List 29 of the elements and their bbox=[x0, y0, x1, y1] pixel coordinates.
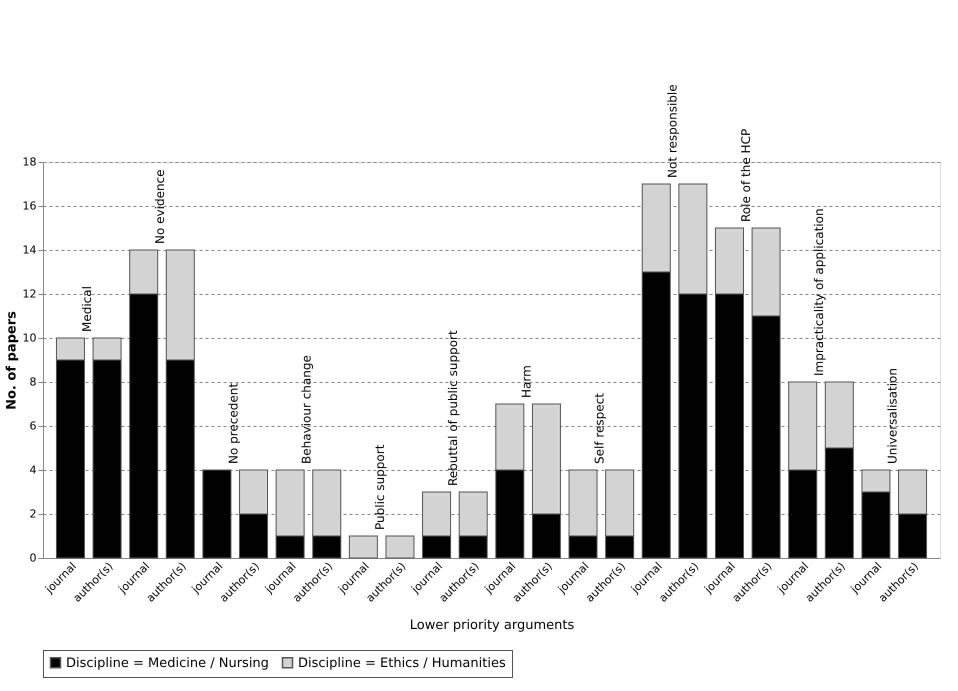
annotation: Harm bbox=[519, 365, 534, 398]
annotation: Role of the HCP bbox=[738, 128, 753, 222]
y-tick-label: 18 bbox=[22, 156, 36, 168]
bar bbox=[385, 536, 414, 558]
annotation: Public support bbox=[372, 444, 387, 530]
annotation: Universalisation bbox=[885, 368, 900, 464]
annotation: No evidence bbox=[153, 169, 168, 244]
bar bbox=[348, 536, 378, 558]
y-tick-label: 8 bbox=[30, 376, 36, 388]
annotation: Behaviour change bbox=[300, 355, 314, 464]
y-tick-label: 14 bbox=[22, 244, 36, 256]
legend-label: Discipline = Ethics / Humanities bbox=[298, 656, 506, 671]
annotation: Self respect bbox=[592, 392, 607, 464]
y-tick-label: 4 bbox=[30, 464, 36, 476]
annotation: No precedent bbox=[226, 382, 240, 464]
annotation: Not responsible bbox=[666, 84, 680, 178]
y-tick-label: 10 bbox=[22, 332, 36, 344]
annotation: Impracticality of application bbox=[812, 208, 826, 376]
y-tick-label: 0 bbox=[30, 552, 36, 564]
y-tick-label: 12 bbox=[22, 288, 36, 300]
legend-label: Discipline = Medicine / Nursing bbox=[66, 656, 269, 671]
x-axis-title: Lower priority arguments bbox=[410, 618, 574, 634]
annotation: Rebuttal of public support bbox=[446, 330, 460, 486]
bar bbox=[202, 470, 232, 558]
annotation: Medical bbox=[80, 286, 94, 332]
y-tick-label: 2 bbox=[30, 508, 36, 520]
y-tick-label: 16 bbox=[22, 200, 36, 212]
y-axis-title: No. of papers bbox=[4, 310, 20, 410]
y-tick-label: 6 bbox=[30, 420, 36, 432]
